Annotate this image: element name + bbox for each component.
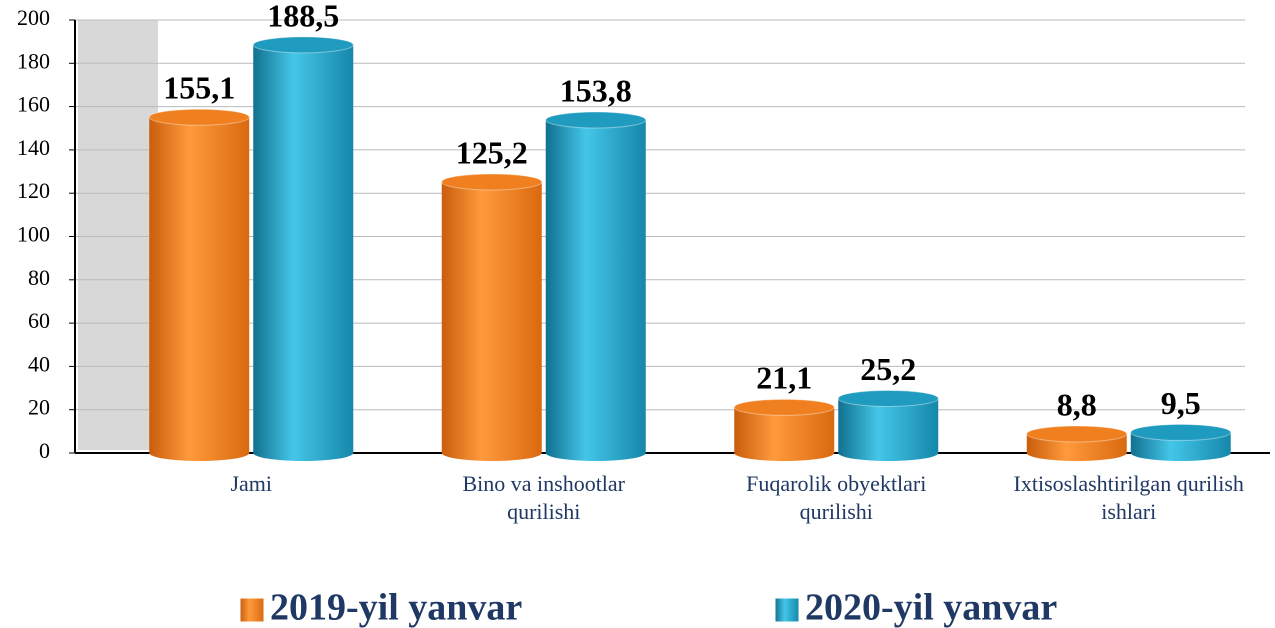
y-tick-label: 160 [17, 92, 50, 117]
bar-base [441, 445, 542, 461]
bar-body [441, 181, 542, 453]
bar-top [1130, 423, 1232, 441]
bar [733, 398, 835, 461]
y-tick-label: 120 [17, 178, 50, 203]
bar-top [1026, 425, 1128, 443]
value-label: 125,2 [456, 134, 528, 170]
value-label: 153,8 [560, 72, 632, 108]
y-tick-label: 0 [39, 438, 50, 463]
bar-top [441, 173, 543, 191]
x-tick-label: Bino va inshootlar qurilishi [462, 471, 626, 524]
bar-base [1026, 445, 1127, 461]
bar-body [253, 44, 354, 454]
bar-body [838, 398, 939, 453]
bar-base [149, 445, 250, 461]
bar-base [545, 445, 646, 461]
legend-swatch [774, 597, 800, 623]
value-label: 8,8 [1057, 386, 1097, 422]
y-tick-label: 140 [17, 135, 50, 160]
bar-body [545, 120, 646, 453]
y-tick-label: 100 [17, 222, 50, 247]
side-wall [78, 20, 158, 450]
bar [1130, 423, 1232, 461]
bar [545, 111, 647, 461]
y-tick-label: 200 [17, 5, 50, 30]
value-label: 21,1 [756, 360, 812, 396]
y-tick-label: 80 [28, 265, 50, 290]
y-tick-label: 180 [17, 48, 50, 73]
value-label: 9,5 [1161, 385, 1201, 421]
bar-top [733, 398, 835, 416]
bar-top [148, 108, 250, 126]
bar [441, 173, 543, 461]
bar-base [734, 445, 835, 461]
x-tick-label: Ixtisoslashtirilgan qurilish ishlari [1013, 471, 1244, 524]
bar-top [252, 36, 354, 54]
value-label: 188,5 [267, 0, 339, 33]
bar-base [838, 445, 939, 461]
bar [837, 389, 939, 461]
legend-label: 2020-yil yanvar [805, 587, 1057, 628]
bar-base [253, 445, 354, 461]
legend-label: 2019-yil yanvar [270, 587, 522, 628]
y-tick-label: 60 [28, 308, 50, 333]
y-tick-label: 40 [28, 351, 50, 376]
bar-top [545, 111, 647, 129]
x-tick-label: Fuqarolik obyektlari qurilishi [746, 471, 927, 524]
x-tick-label: Jami [230, 471, 273, 496]
y-tick-label: 20 [28, 395, 50, 420]
bar [148, 108, 250, 461]
legend-swatch [239, 597, 265, 623]
bar [252, 36, 354, 461]
bar [1026, 425, 1128, 461]
bar-top [837, 389, 939, 407]
bar-body [149, 117, 250, 454]
value-label: 155,1 [163, 70, 235, 106]
value-label: 25,2 [860, 351, 916, 387]
bar-base [1130, 445, 1231, 461]
